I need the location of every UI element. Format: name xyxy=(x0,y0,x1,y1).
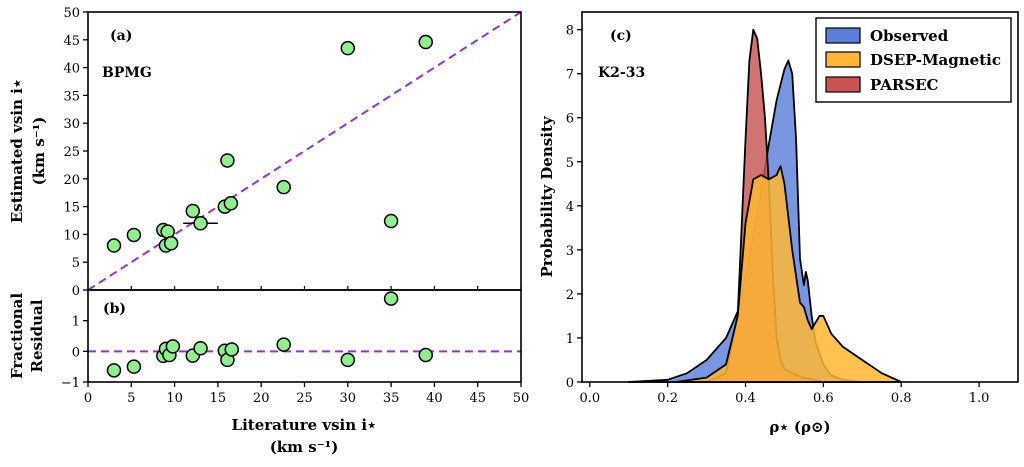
panel-c-ylabel: Probability Density xyxy=(538,115,556,277)
residual-point xyxy=(126,359,142,374)
x-tick-label: 0.4 xyxy=(735,391,756,406)
panel-a-ylabel-line1: Estimated vsin i⋆ xyxy=(8,79,26,223)
panel-c-annotation: K2-33 xyxy=(598,65,645,81)
y-tick-label: 30 xyxy=(63,117,80,132)
x-tick-label: 0.6 xyxy=(813,391,834,406)
panel-c-frame xyxy=(581,11,1019,383)
residual-point xyxy=(418,347,433,363)
scatter-point xyxy=(220,153,235,168)
scatter-point xyxy=(223,196,239,211)
x-tick-label: 1.0 xyxy=(969,391,990,406)
y-tick-label: 0 xyxy=(566,376,574,391)
scatter-point xyxy=(126,227,142,243)
panel-a-label: (a) xyxy=(110,28,132,44)
scatter-point xyxy=(418,34,433,50)
x-tick-label: 0.2 xyxy=(657,391,678,406)
x-tick-label: 50 xyxy=(513,391,530,406)
panel-c-density: 0 1 2 3 4 5 6 7 8 0.0 0.2 0.4 0.6 0.8 1.0 (c) K2-33 P… xyxy=(538,11,1019,436)
y-tick-label: 5 xyxy=(72,256,80,271)
y-tick-label: 10 xyxy=(63,228,80,243)
x-tick-label: 0 xyxy=(84,391,92,406)
y-tick-label: 15 xyxy=(63,201,80,216)
y-tick-label: 7 xyxy=(566,68,574,83)
residual-point xyxy=(224,342,240,357)
scatter-point xyxy=(193,216,208,231)
legend: Observed DSEP-Magnetic PARSEC xyxy=(815,17,1012,103)
y-tick-label: 1 xyxy=(72,315,80,330)
x-tick-label: 45 xyxy=(469,391,486,406)
legend-label-dsep-magnetic: DSEP-Magnetic xyxy=(870,51,1001,69)
panel-a-ylabel-line2: (km s⁻¹) xyxy=(30,117,48,186)
panel-c-xlabel: ρ⋆ (ρ⊙) xyxy=(769,418,830,436)
x-tick-label: 10 xyxy=(166,391,183,406)
y-tick-label: 25 xyxy=(63,145,80,160)
x-tick-label: 0.8 xyxy=(891,391,912,406)
x-tick-label: 40 xyxy=(426,391,443,406)
panel-b-label: (b) xyxy=(103,301,126,317)
legend-label-observed: Observed xyxy=(870,27,949,45)
residual-point xyxy=(193,341,208,356)
scatter-point xyxy=(185,203,201,219)
x-tick-label: 15 xyxy=(210,391,227,406)
scatter-point xyxy=(276,179,291,195)
panel-a-scatter: 0 5 10 15 20 25 30 35 40 45 50 (a) BPMG Estimated … xyxy=(8,6,522,299)
legend-label-parsec: PARSEC xyxy=(870,76,939,94)
legend-swatch-parsec xyxy=(825,76,861,93)
x-tick-label: 35 xyxy=(383,391,400,406)
x-tick-label: 5 xyxy=(127,391,135,406)
x-tick-label: 25 xyxy=(296,391,313,406)
residual-point xyxy=(340,352,356,368)
panel-a-annotation: BPMG xyxy=(102,65,152,81)
scatter-point xyxy=(106,238,122,253)
y-tick-label: 45 xyxy=(63,34,80,49)
residual-point xyxy=(276,337,291,352)
y-tick-label: 2 xyxy=(566,288,574,303)
residual-point xyxy=(106,363,122,378)
y-tick-label: 5 xyxy=(566,156,574,171)
panel-b-residuals: −1 0 1 0 5 10 15 20 25 30 35 40 45 50 (b) Fractional… xyxy=(8,289,530,456)
panel-b-ylabel-line1: Fractional xyxy=(8,293,26,379)
legend-swatch-dsep-magnetic xyxy=(825,51,861,68)
y-tick-label: 20 xyxy=(63,173,80,188)
residual-point xyxy=(383,291,399,306)
y-tick-label: 50 xyxy=(63,6,80,21)
x-tick-label: 20 xyxy=(253,391,270,406)
y-tick-label: 35 xyxy=(63,89,80,104)
y-tick-label: 3 xyxy=(566,244,574,259)
x-tick-label: 30 xyxy=(340,391,357,406)
legend-swatch-observed xyxy=(825,27,861,44)
y-tick-label: 8 xyxy=(566,24,574,39)
scatter-point xyxy=(163,236,179,251)
one-to-one-line xyxy=(87,11,522,291)
y-tick-label: 6 xyxy=(566,112,574,127)
panel-b-frame xyxy=(87,289,522,383)
scatter-point xyxy=(383,213,399,229)
density-area-dsep-magnetic xyxy=(674,165,903,383)
y-tick-label: 40 xyxy=(63,62,80,77)
panel-b-ylabel-line2: Residual xyxy=(28,299,46,372)
panel-b-xlabel-line2: (km s⁻¹) xyxy=(270,438,339,456)
x-tick-label: 0.0 xyxy=(579,391,600,406)
scatter-point xyxy=(340,40,356,56)
residual-point xyxy=(165,339,181,354)
y-tick-label: 0 xyxy=(72,345,80,360)
panel-b-xlabel-line1: Literature vsin i⋆ xyxy=(232,416,377,434)
y-tick-label: −1 xyxy=(61,376,80,391)
panel-c-label: (c) xyxy=(610,28,632,44)
y-tick-label: 0 xyxy=(72,284,80,299)
y-tick-label: 4 xyxy=(566,200,574,215)
y-tick-label: 1 xyxy=(566,332,574,347)
